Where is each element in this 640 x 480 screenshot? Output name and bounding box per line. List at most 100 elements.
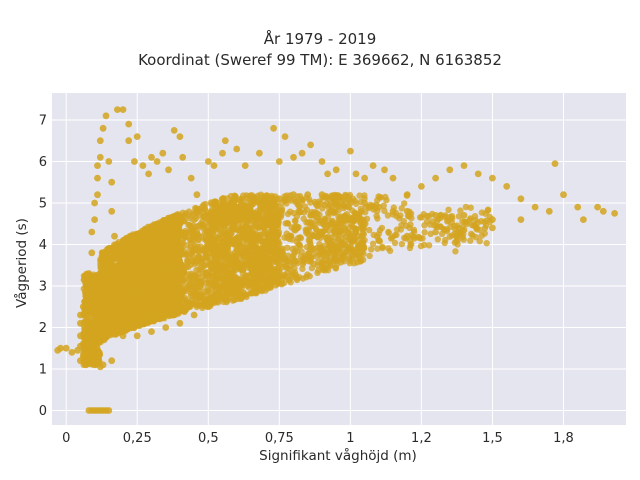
scatter-point: [315, 259, 322, 266]
scatter-point: [445, 206, 452, 213]
scatter-point: [199, 247, 206, 254]
scatter-point: [425, 242, 433, 249]
x-tick-label: 0,25: [123, 431, 152, 446]
scatter-point: [341, 242, 349, 249]
scatter-point: [230, 295, 237, 303]
scatter-point: [235, 226, 243, 234]
scatter-point: [197, 284, 204, 291]
scatter-point: [303, 243, 310, 251]
scatter-point: [446, 233, 454, 240]
scatter-point: [282, 196, 289, 203]
scatter-point: [130, 294, 137, 302]
scatter-point: [370, 231, 377, 239]
scatter-point: [431, 222, 438, 229]
scatter-point: [152, 244, 160, 252]
scatter-point: [293, 213, 301, 220]
scatter-point: [481, 230, 488, 237]
scatter-point: [236, 279, 243, 287]
scatter-point: [253, 223, 260, 230]
scatter-point: [341, 253, 349, 261]
scatter-point: [381, 207, 388, 214]
scatter-point: [264, 275, 271, 283]
scatter-point: [283, 264, 290, 271]
scatter-point: [312, 201, 319, 208]
scatter-point: [244, 245, 252, 252]
scatter-point: [291, 265, 298, 272]
scatter-point: [337, 227, 345, 235]
scatter-point: [276, 240, 283, 247]
scatter-point: [243, 194, 250, 201]
scatter-point: [201, 222, 208, 229]
scatter-point: [437, 223, 444, 230]
scatter-point: [453, 238, 460, 245]
scatter-point: [374, 197, 381, 204]
scatter-point: [421, 222, 428, 229]
scatter-point: [211, 222, 218, 229]
scatter-point: [268, 248, 276, 255]
scatter-point: [166, 246, 174, 254]
scatter-point: [368, 246, 375, 253]
scatter-point: [222, 269, 230, 277]
scatter-point: [343, 211, 350, 218]
scatter-point: [248, 260, 256, 267]
scatter-point: [231, 197, 238, 204]
scatter-point: [466, 216, 473, 223]
scatter-point: [296, 241, 303, 249]
scatter-point: [194, 236, 201, 243]
scatter-point: [359, 225, 367, 232]
scatter-point: [467, 237, 474, 244]
scatter-point: [319, 231, 326, 238]
x-tick-label: 1: [346, 431, 354, 446]
scatter-point: [356, 209, 363, 216]
y-tick-label: 4: [39, 238, 47, 253]
scatter-point: [87, 330, 94, 338]
scatter-point: [287, 208, 294, 215]
x-tick-label: 1,5: [482, 431, 503, 446]
scatter-point: [261, 257, 269, 265]
scatter-point: [423, 212, 431, 220]
scatter-point: [389, 234, 396, 241]
scatter-point: [325, 258, 333, 265]
scatter-point: [296, 203, 304, 210]
scatter-point: [274, 232, 282, 239]
scatter-point: [199, 294, 206, 301]
scatter-point: [129, 262, 136, 270]
y-tick-label: 6: [39, 155, 47, 170]
scatter-point: [171, 275, 178, 282]
scatter-point: [288, 224, 295, 231]
scatter-point: [265, 233, 273, 240]
scatter-point: [386, 247, 394, 254]
scatter-point: [467, 204, 474, 211]
scatter-point: [305, 226, 312, 233]
y-tick-label: 3: [39, 279, 47, 294]
scatter-point: [185, 258, 192, 265]
scatter-point: [334, 235, 341, 243]
scatter-point: [366, 226, 373, 234]
scatter-point: [472, 217, 479, 224]
scatter-point: [384, 212, 392, 219]
scatter-point: [214, 260, 221, 268]
scatter-point: [205, 295, 212, 302]
scatter-point: [235, 261, 242, 269]
scatter-point: [226, 212, 233, 219]
scatter-point: [310, 232, 317, 239]
scatter-point: [330, 210, 337, 217]
scatter-point: [378, 224, 386, 232]
x-tick-label: 1,8: [553, 431, 574, 446]
scatter-point: [293, 198, 301, 205]
scatter-point: [410, 228, 418, 236]
scatter-point: [221, 221, 228, 228]
scatter-point: [298, 248, 305, 255]
scatter-point: [438, 230, 446, 237]
scatter-point: [391, 239, 399, 247]
scatter-point: [140, 302, 147, 310]
scatter-point: [181, 248, 188, 255]
scatter-point: [284, 252, 292, 259]
scatter-point: [209, 260, 216, 267]
scatter-point: [183, 229, 190, 236]
scatter-point: [119, 317, 126, 325]
scatter-point: [369, 240, 377, 247]
scatter-point: [359, 248, 366, 255]
scatter-point: [352, 225, 359, 233]
scatter-point: [210, 251, 218, 259]
